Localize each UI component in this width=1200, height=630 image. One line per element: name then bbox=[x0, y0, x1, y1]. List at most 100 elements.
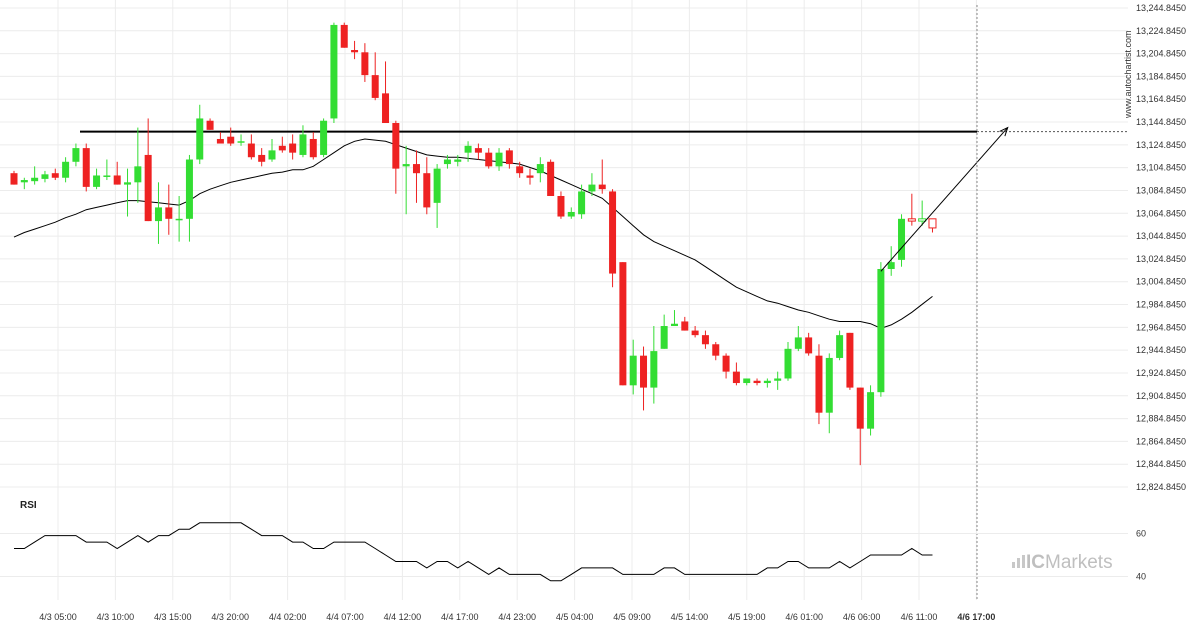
candle-body bbox=[51, 173, 59, 178]
bullish-candle bbox=[134, 127, 142, 203]
time-tick-label: 4/6 06:00 bbox=[843, 612, 881, 622]
price-tick-label: 13,104.8450 bbox=[1136, 163, 1186, 173]
brand-prefix: IC bbox=[1026, 552, 1045, 573]
candle-body bbox=[629, 355, 637, 386]
candle-body bbox=[185, 159, 193, 219]
bullish-candle bbox=[72, 143, 80, 167]
candle-body bbox=[536, 164, 544, 174]
candle-body bbox=[732, 371, 740, 384]
moving-average-line bbox=[13, 138, 933, 329]
rsi-line bbox=[14, 522, 933, 582]
candle-body bbox=[557, 196, 565, 217]
time-tick-label: 4/5 09:00 bbox=[613, 612, 651, 622]
candle-body bbox=[289, 143, 297, 153]
brand-logo: ICMarkets bbox=[1012, 552, 1113, 573]
bullish-candle bbox=[578, 184, 586, 219]
bearish-candle bbox=[423, 157, 431, 215]
candle-body bbox=[423, 173, 431, 208]
bearish-candle bbox=[165, 184, 173, 235]
candle-body bbox=[763, 380, 771, 384]
candle-body bbox=[712, 344, 720, 356]
bullish-candle bbox=[443, 154, 451, 169]
price-tick-label: 13,144.8450 bbox=[1136, 117, 1186, 127]
candle-body bbox=[175, 218, 183, 221]
candle-body bbox=[443, 159, 451, 165]
candle-body bbox=[227, 136, 235, 144]
bearish-candle bbox=[526, 168, 534, 185]
projection-layer bbox=[880, 126, 1009, 272]
time-tick-label: 4/3 10:00 bbox=[97, 612, 135, 622]
candle-body bbox=[165, 207, 173, 219]
bullish-candle bbox=[124, 168, 132, 217]
candle-body bbox=[113, 175, 121, 185]
price-tick-label: 13,204.8450 bbox=[1136, 49, 1186, 59]
time-tick-label: 4/5 19:00 bbox=[728, 612, 766, 622]
candle-body bbox=[619, 262, 627, 386]
bearish-candle bbox=[856, 387, 864, 466]
price-tick-label: 12,924.8450 bbox=[1136, 368, 1186, 378]
price-tick-label: 12,844.8450 bbox=[1136, 459, 1186, 469]
candle-body bbox=[464, 145, 472, 153]
candlestick-series bbox=[10, 22, 937, 466]
candle-body bbox=[907, 218, 916, 222]
bearish-candle bbox=[753, 378, 761, 386]
candle-body bbox=[433, 168, 441, 203]
time-tick-label: 4/3 15:00 bbox=[154, 612, 192, 622]
bearish-candle bbox=[309, 132, 317, 160]
bullish-candle bbox=[825, 353, 833, 434]
candle-body bbox=[867, 392, 875, 429]
bullish-candle bbox=[454, 154, 462, 167]
bearish-candle bbox=[206, 118, 214, 130]
bullish-candle bbox=[877, 262, 885, 397]
price-tick-label: 13,244.8450 bbox=[1136, 3, 1186, 13]
price-tick-label: 12,964.8450 bbox=[1136, 322, 1186, 332]
watermark-text: www.autochartist.com bbox=[1123, 30, 1133, 119]
rsi-level-label: 40 bbox=[1136, 572, 1146, 582]
bullish-candle bbox=[743, 378, 751, 386]
candle-body bbox=[93, 175, 101, 187]
candle-body bbox=[237, 141, 245, 143]
price-tick-label: 13,164.8450 bbox=[1136, 94, 1186, 104]
candle-body bbox=[299, 134, 307, 155]
candle-body bbox=[516, 166, 524, 174]
bearish-candle bbox=[227, 127, 235, 146]
time-tick-label: 4/4 17:00 bbox=[441, 612, 479, 622]
candle-body bbox=[454, 159, 462, 162]
bearish-candle bbox=[712, 341, 720, 361]
candle-body bbox=[928, 218, 937, 229]
bearish-candle bbox=[691, 326, 699, 338]
price-tick-label: 12,944.8450 bbox=[1136, 345, 1186, 355]
bullish-candle bbox=[196, 104, 204, 165]
time-tick-label: 4/4 02:00 bbox=[269, 612, 307, 622]
rsi-title: RSI bbox=[20, 500, 37, 511]
candle-body bbox=[412, 164, 420, 174]
candle-body bbox=[794, 337, 802, 349]
candle-body bbox=[124, 182, 132, 185]
bullish-candle bbox=[268, 138, 276, 162]
price-tick-label: 13,224.8450 bbox=[1136, 26, 1186, 36]
bearish-candle bbox=[10, 170, 18, 185]
bearish-candle bbox=[598, 159, 606, 194]
bearish-candle bbox=[619, 262, 627, 386]
price-tick-label: 13,024.8450 bbox=[1136, 254, 1186, 264]
candle-body bbox=[640, 355, 648, 388]
time-tick-label: 4/6 01:00 bbox=[785, 612, 823, 622]
bullish-candle bbox=[784, 341, 792, 381]
candle-body bbox=[815, 355, 823, 413]
bearish-candle bbox=[51, 168, 59, 181]
bullish-candle bbox=[567, 207, 575, 219]
candle-body bbox=[505, 150, 513, 165]
bullish-candle bbox=[650, 326, 658, 404]
candle-body bbox=[887, 262, 895, 269]
bearish-candle bbox=[681, 316, 689, 331]
bearish-candle bbox=[278, 136, 286, 153]
time-tick-label: 4/4 23:00 bbox=[498, 612, 536, 622]
candle-body bbox=[309, 138, 317, 158]
candle-body bbox=[474, 148, 482, 153]
candle-body bbox=[72, 148, 80, 162]
candle-body bbox=[722, 355, 730, 372]
candle-body bbox=[382, 93, 390, 124]
price-axis: 13,244.8450 13,224.8450 13,204.8450 13,184.… bbox=[1136, 3, 1186, 492]
brand-name: ICMarkets bbox=[1026, 552, 1113, 573]
bearish-candle bbox=[609, 189, 617, 288]
